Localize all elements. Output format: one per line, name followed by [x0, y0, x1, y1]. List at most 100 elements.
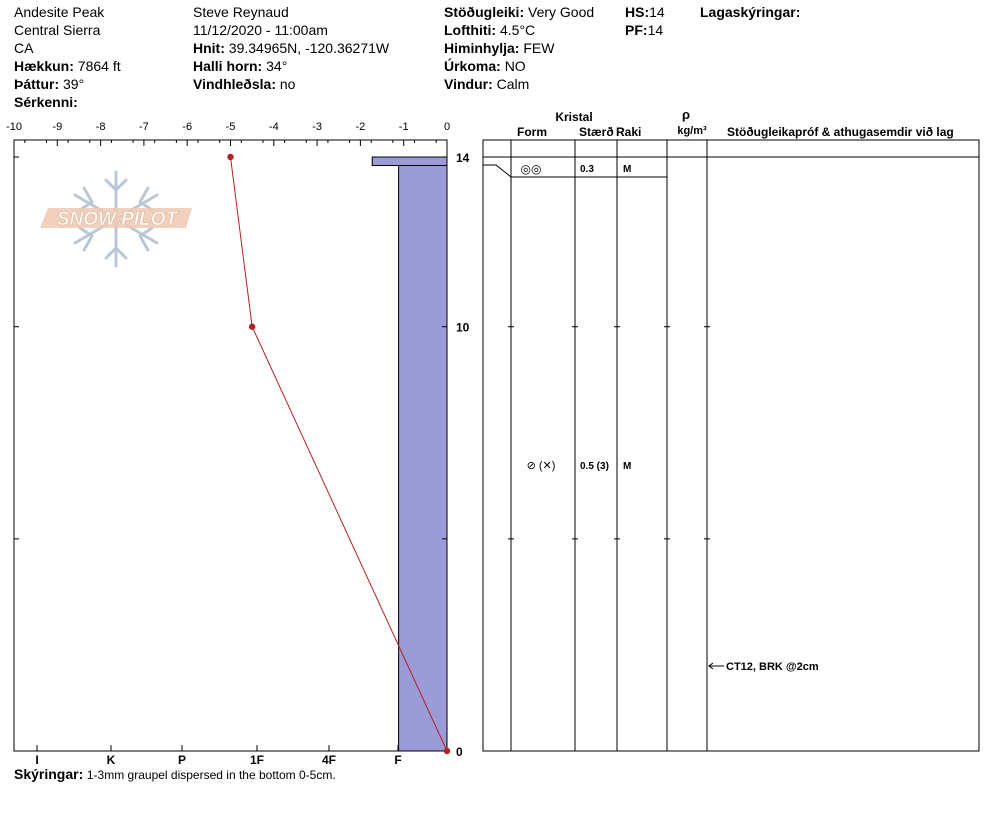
snowpack-summary: HS:14 PF:14 [625, 3, 665, 39]
stability-label: Stöðugleiki: [444, 4, 525, 20]
aspect-value: 39° [63, 76, 85, 92]
aspect-row: Þáttur: 39° [14, 75, 121, 93]
temp-tick-label: -5 [226, 121, 236, 133]
layer2-size: 0.5 (3) [580, 461, 609, 472]
elevation-row: Hækkun: 7864 ft [14, 57, 121, 75]
test-arrow-head [708, 662, 714, 670]
hardness-bar [398, 164, 448, 752]
temp-tick-label: -3 [312, 121, 322, 133]
hardness-tick-label: K [107, 753, 116, 767]
temp-tick-label: 0 [444, 121, 450, 133]
temperature-profile [227, 153, 451, 755]
range-name: Central Sierra [14, 22, 101, 38]
size-header: Stærð [579, 125, 614, 139]
wind-loading-row: Vindhleðsla: no [193, 75, 389, 93]
temp-tick-label: -6 [182, 121, 192, 133]
hardness-tick-label: 4F [322, 753, 336, 767]
rho-header: ρ [682, 107, 690, 122]
hardness-tick-label: F [394, 753, 401, 767]
hardness-bar [371, 156, 448, 166]
wind-loading-label: Vindhleðsla: [193, 76, 276, 92]
observation-datetime: 11/12/2020 - 11:00am [193, 22, 328, 38]
hardness-bars [371, 156, 448, 752]
precip-row: Úrkoma: NO [444, 57, 594, 75]
location-name: Andesite Peak [14, 4, 105, 20]
chart-frame [13, 139, 448, 752]
elevation-label: Hækkun: [14, 58, 74, 74]
table-frame [482, 139, 980, 752]
coords-label: Hnit: [193, 40, 225, 56]
layer1-moisture: M [623, 164, 631, 175]
layer2-form: ⊘ (✕) [527, 460, 556, 472]
temp-tick-label: -10 [6, 121, 22, 133]
stability-tests-header: Stöðugleikapróf & athugasemdir við lag [727, 125, 954, 139]
layer-connector [483, 164, 512, 178]
stability-test-marker: CT12, BRK @2cm [708, 661, 819, 673]
temp-tick-label: -9 [52, 121, 62, 133]
snowpilot-logo: SNOW PILOT [40, 170, 192, 268]
sky-value: FEW [523, 40, 555, 56]
height-tick-label: 0 [456, 745, 463, 759]
layer1-form: ◎◎ [521, 162, 542, 176]
temp-tick-label: -2 [356, 121, 366, 133]
wind-row: Vindur: Calm [444, 75, 594, 93]
moisture-header: Raki [616, 125, 641, 139]
precip-label: Úrkoma: [444, 58, 501, 74]
temperature-point [443, 747, 451, 755]
stability-test-text: CT12, BRK @2cm [726, 661, 819, 673]
logo-banner [40, 208, 192, 228]
hardness-tick-label: P [178, 753, 186, 767]
layer-notes-heading: Lagaskýringar: [700, 3, 800, 21]
elevation-value: 7864 ft [77, 58, 121, 74]
sky-row: Himinhylja: FEW [444, 39, 594, 57]
height-tick-label: 10 [456, 321, 470, 335]
slope-row: Halli horn: 34° [193, 57, 389, 75]
air-temp-value: 4.5°C [499, 22, 536, 38]
layer-notes-label: Lagaskýringar: [700, 4, 801, 20]
temperature-point [248, 323, 256, 330]
pf-label: PF: [625, 22, 648, 38]
layer1-size: 0.3 [580, 164, 594, 175]
layer-table: Kristal Form Stærð Raki ρ kg/m³ Stöðugle… [482, 107, 980, 752]
crystal-header: Kristal [555, 110, 592, 124]
form-header: Form [517, 125, 547, 139]
hardness-axis: I K P 1F 4F F [35, 745, 402, 767]
table-height-ticks [508, 156, 710, 752]
precip-value: NO [504, 58, 526, 74]
hs-row: HS:14 [625, 3, 665, 21]
wind-label: Vindur: [444, 76, 493, 92]
site-info: Andesite Peak Central Sierra CA Hækkun: … [14, 3, 121, 111]
temp-tick-label: -4 [269, 121, 279, 133]
stability-row: Stöðugleiki: Very Good [444, 3, 594, 21]
observation-info: Steve Reynaud 11/12/2020 - 11:00am Hnit:… [193, 3, 389, 93]
height-axis: 0 10 14 [14, 151, 470, 759]
logo-text: SNOW PILOT [57, 209, 179, 230]
pf-value: 14 [647, 22, 664, 38]
pf-row: PF:14 [625, 21, 665, 39]
aspect-label: Þáttur: [14, 76, 60, 92]
temp-tick-label: -1 [399, 121, 409, 133]
temperature-axis: -10 -9 -8 -7 -6 -5 -4 -3 -2 -1 0 [6, 121, 450, 146]
notes: Skýringar: 1-3mm graupel dispersed in th… [14, 766, 336, 782]
temp-tick-label: -7 [139, 121, 149, 133]
temperature-point [227, 153, 234, 161]
sky-label: Himinhylja: [444, 40, 520, 56]
layer2-moisture: M [623, 461, 631, 472]
hardness-tick-label: 1F [250, 753, 264, 767]
wind-loading-value: no [279, 76, 296, 92]
notes-text: 1-3mm graupel dispersed in the bottom 0-… [86, 768, 336, 782]
hs-label: HS: [625, 4, 650, 20]
features-label: Sérkenni: [14, 94, 78, 110]
slope-value: 34° [266, 58, 288, 74]
temp-tick-label: -8 [96, 121, 106, 133]
weather-info: Stöðugleiki: Very Good Lofthiti: 4.5°C H… [444, 3, 594, 93]
observer-name: Steve Reynaud [193, 4, 289, 20]
air-temp-row: Lofthiti: 4.5°C [444, 21, 594, 39]
state-name: CA [14, 40, 34, 56]
wind-value: Calm [496, 76, 530, 92]
hs-value: 14 [649, 4, 665, 20]
air-temp-label: Lofthiti: [444, 22, 497, 38]
features-row: Sérkenni: [14, 93, 121, 111]
height-tick-label: 14 [456, 151, 470, 165]
